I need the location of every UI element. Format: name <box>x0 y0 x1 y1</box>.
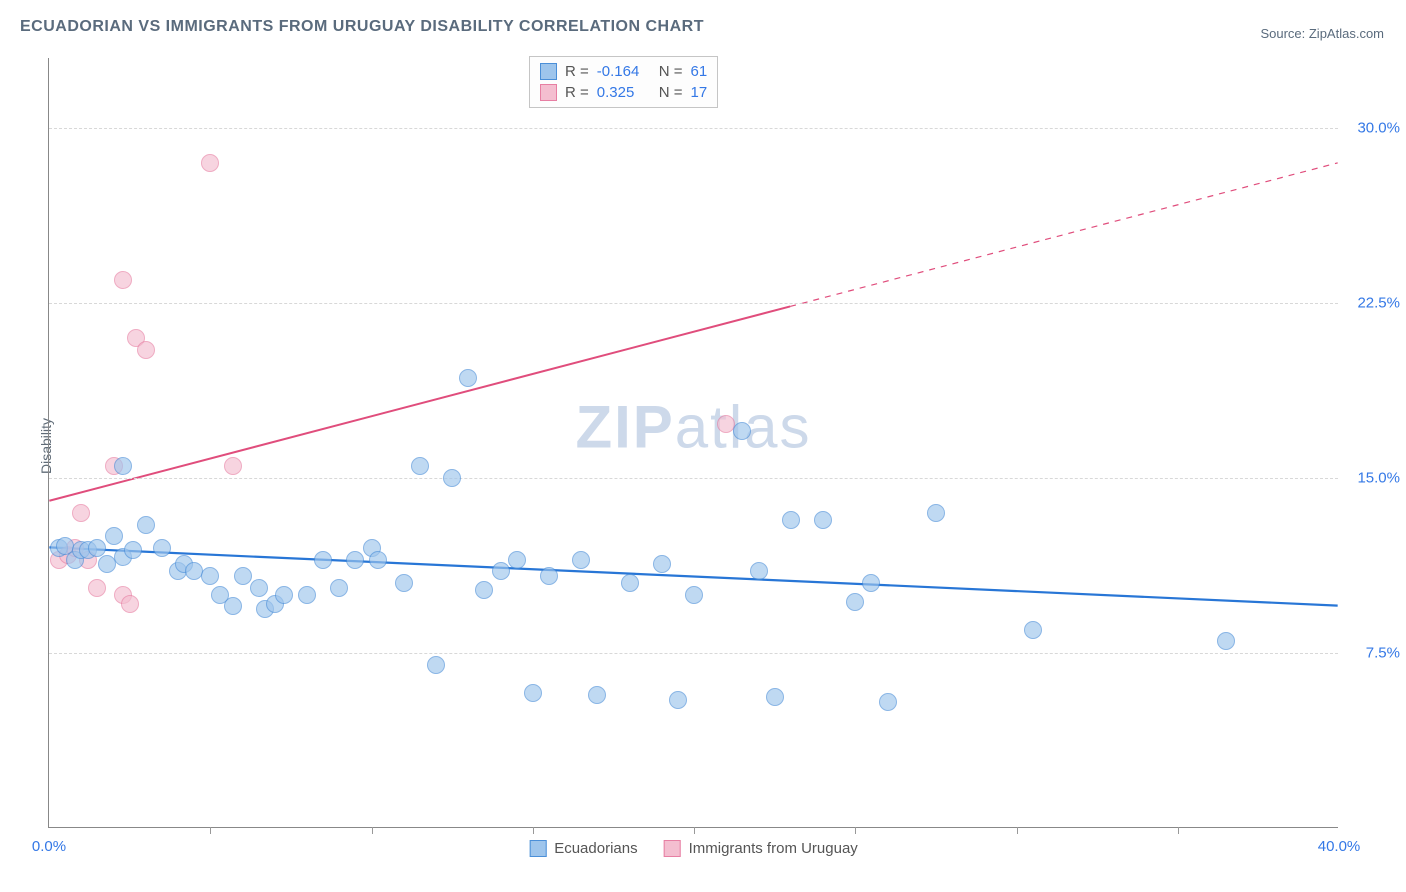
scatter-point-ecuadorians <box>653 555 671 573</box>
trendline-uruguay-dashed <box>790 163 1338 307</box>
scatter-point-ecuadorians <box>492 562 510 580</box>
scatter-point-ecuadorians <box>411 457 429 475</box>
scatter-point-ecuadorians <box>459 369 477 387</box>
bottom-legend-item: Immigrants from Uruguay <box>664 840 858 857</box>
legend-swatch <box>540 84 557 101</box>
scatter-point-ecuadorians <box>766 688 784 706</box>
scatter-point-ecuadorians <box>153 539 171 557</box>
legend-swatch <box>540 63 557 80</box>
scatter-point-ecuadorians <box>782 511 800 529</box>
scatter-point-ecuadorians <box>250 579 268 597</box>
watermark: ZIPatlas <box>575 393 811 462</box>
scatter-point-ecuadorians <box>137 516 155 534</box>
scatter-point-ecuadorians <box>524 684 542 702</box>
bottom-legend: Ecuadorians Immigrants from Uruguay <box>529 840 858 857</box>
scatter-point-ecuadorians <box>572 551 590 569</box>
x-minor-tick <box>855 827 856 834</box>
chart-title: ECUADORIAN VS IMMIGRANTS FROM URUGUAY DI… <box>20 18 704 36</box>
bottom-legend-item: Ecuadorians <box>529 840 637 857</box>
y-tick-label: 7.5% <box>1366 645 1400 662</box>
scatter-point-ecuadorians <box>114 457 132 475</box>
scatter-point-uruguay <box>137 341 155 359</box>
trend-lines-svg <box>49 58 1338 827</box>
scatter-point-ecuadorians <box>346 551 364 569</box>
scatter-point-uruguay <box>121 595 139 613</box>
legend-swatch <box>664 840 681 857</box>
y-tick-label: 30.0% <box>1357 120 1400 137</box>
scatter-point-uruguay <box>72 504 90 522</box>
scatter-point-uruguay <box>201 154 219 172</box>
scatter-point-ecuadorians <box>395 574 413 592</box>
legend-row: R = 0.325 N = 17 <box>540 82 707 103</box>
scatter-point-ecuadorians <box>814 511 832 529</box>
legend-r-label: R = <box>565 63 589 80</box>
gridline <box>49 653 1338 654</box>
legend-row: R = -0.164 N = 61 <box>540 61 707 82</box>
scatter-point-ecuadorians <box>927 504 945 522</box>
y-tick-label: 15.0% <box>1357 470 1400 487</box>
x-minor-tick <box>210 827 211 834</box>
gridline <box>49 478 1338 479</box>
scatter-point-ecuadorians <box>540 567 558 585</box>
scatter-point-ecuadorians <box>750 562 768 580</box>
x-tick-label: 0.0% <box>32 838 66 855</box>
scatter-point-ecuadorians <box>224 597 242 615</box>
scatter-point-ecuadorians <box>862 574 880 592</box>
x-minor-tick <box>533 827 534 834</box>
scatter-point-ecuadorians <box>733 422 751 440</box>
scatter-point-ecuadorians <box>427 656 445 674</box>
legend-swatch <box>529 840 546 857</box>
scatter-point-ecuadorians <box>846 593 864 611</box>
legend-n-label: N = <box>659 84 683 101</box>
scatter-point-ecuadorians <box>330 579 348 597</box>
scatter-point-ecuadorians <box>443 469 461 487</box>
legend-n-label: N = <box>659 63 683 80</box>
scatter-point-ecuadorians <box>124 541 142 559</box>
scatter-point-uruguay <box>114 271 132 289</box>
x-minor-tick <box>694 827 695 834</box>
plot-area: ZIPatlas R =-0.164N =61R =0.325N =17 Ecu… <box>48 58 1338 828</box>
scatter-point-uruguay <box>224 457 242 475</box>
scatter-point-ecuadorians <box>621 574 639 592</box>
x-minor-tick <box>372 827 373 834</box>
scatter-point-uruguay <box>88 579 106 597</box>
scatter-point-ecuadorians <box>685 586 703 604</box>
scatter-point-ecuadorians <box>1024 621 1042 639</box>
scatter-point-ecuadorians <box>669 691 687 709</box>
x-minor-tick <box>1017 827 1018 834</box>
scatter-point-ecuadorians <box>508 551 526 569</box>
legend-r-label: R = <box>565 84 589 101</box>
scatter-point-ecuadorians <box>298 586 316 604</box>
legend-r-value: -0.164 <box>597 63 651 80</box>
scatter-point-ecuadorians <box>88 539 106 557</box>
legend-r-value: 0.325 <box>597 84 651 101</box>
scatter-point-ecuadorians <box>105 527 123 545</box>
scatter-point-ecuadorians <box>275 586 293 604</box>
legend-n-value: 61 <box>691 63 708 80</box>
scatter-point-ecuadorians <box>1217 632 1235 650</box>
scatter-point-ecuadorians <box>234 567 252 585</box>
gridline <box>49 303 1338 304</box>
scatter-point-ecuadorians <box>475 581 493 599</box>
x-tick-label: 40.0% <box>1318 838 1361 855</box>
scatter-point-ecuadorians <box>314 551 332 569</box>
scatter-point-ecuadorians <box>201 567 219 585</box>
scatter-point-ecuadorians <box>879 693 897 711</box>
stats-legend: R = -0.164 N = 61 R = 0.325 N = 17 <box>529 56 718 108</box>
gridline <box>49 128 1338 129</box>
y-tick-label: 22.5% <box>1357 295 1400 312</box>
scatter-point-ecuadorians <box>369 551 387 569</box>
legend-n-value: 17 <box>691 84 708 101</box>
x-minor-tick <box>1178 827 1179 834</box>
source-label: Source: ZipAtlas.com <box>1260 26 1384 41</box>
scatter-point-ecuadorians <box>588 686 606 704</box>
legend-label: Ecuadorians <box>554 840 637 857</box>
legend-label: Immigrants from Uruguay <box>689 840 858 857</box>
